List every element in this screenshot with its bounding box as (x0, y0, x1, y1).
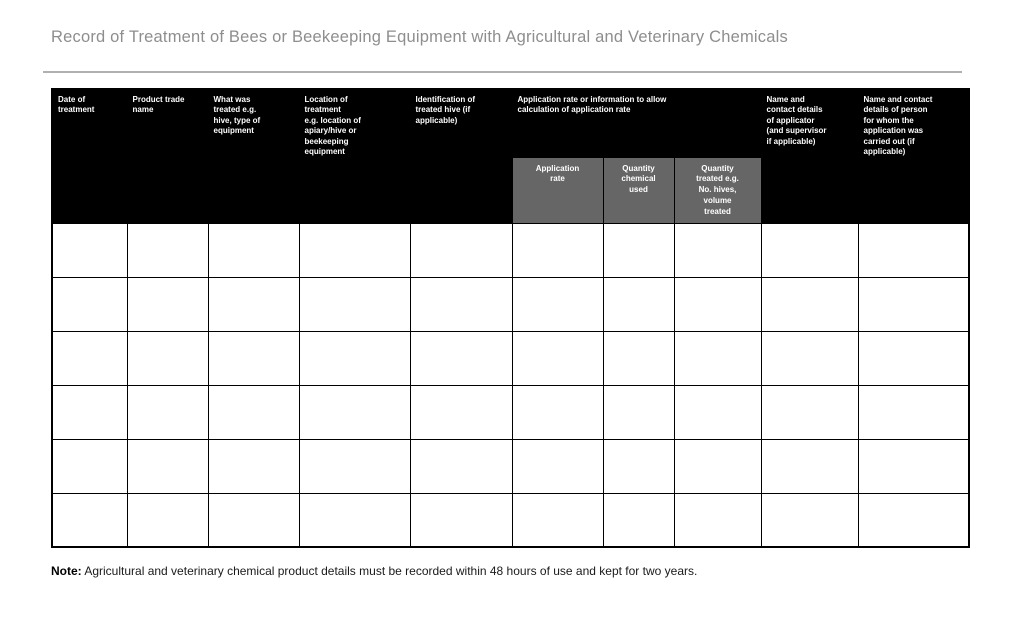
empty-record-cell (602, 330, 675, 386)
empty-record-cell (298, 276, 411, 332)
empty-record-cell (760, 384, 859, 440)
empty-record-cell (760, 492, 859, 548)
note-label: Note: (51, 564, 82, 578)
treatment-record-table: Date of treatment Product trade name Wha… (51, 88, 971, 548)
empty-record-cell (409, 492, 513, 548)
empty-record-cell (511, 276, 604, 332)
empty-record-cell (51, 384, 128, 440)
subcolumn-header-application-rate: Application rate (511, 156, 604, 224)
table-row (51, 384, 970, 440)
empty-record-cell (602, 222, 675, 278)
column-header-identification-of-treated-hive: Identification of treated hive (if appli… (409, 88, 513, 224)
empty-record-cell (511, 222, 604, 278)
empty-record-cell (207, 276, 300, 332)
empty-record-cell (857, 438, 970, 494)
column-header-client-details: Name and contact details of person for w… (857, 88, 970, 224)
empty-record-cell (857, 276, 970, 332)
table-row (51, 492, 970, 548)
empty-record-cell (409, 438, 513, 494)
empty-record-cell (207, 492, 300, 548)
empty-record-cell (511, 384, 604, 440)
column-header-date-of-treatment: Date of treatment (51, 88, 128, 224)
empty-record-cell (673, 222, 762, 278)
empty-record-cell (298, 492, 411, 548)
empty-record-cell (511, 330, 604, 386)
empty-record-cell (126, 222, 209, 278)
empty-record-cell (51, 492, 128, 548)
empty-record-cell (126, 276, 209, 332)
table-header: Date of treatment Product trade name Wha… (51, 88, 970, 224)
empty-record-cell (51, 222, 128, 278)
empty-record-cell (207, 438, 300, 494)
empty-record-cell (409, 276, 513, 332)
empty-record-cell (51, 438, 128, 494)
empty-record-cell (207, 384, 300, 440)
header-row-sub: Application rate Quantity chemical used … (52, 156, 969, 224)
column-header-applicator-details: Name and contact details of applicator (… (760, 88, 859, 224)
empty-record-cell (857, 492, 970, 548)
empty-record-cell (298, 384, 411, 440)
empty-record-cell (760, 276, 859, 332)
empty-record-cell (673, 384, 762, 440)
header-row-main: Date of treatment Product trade name Wha… (51, 88, 970, 224)
empty-record-cell (126, 330, 209, 386)
empty-record-cell (511, 492, 604, 548)
table-row (51, 438, 970, 494)
subcolumn-header-quantity-chemical-used: Quantity chemical used (602, 156, 675, 224)
empty-record-cell (298, 330, 411, 386)
empty-record-cell (673, 276, 762, 332)
empty-record-cell (673, 492, 762, 548)
empty-record-cell (126, 384, 209, 440)
column-header-application-rate-group: Application rate or information to allow… (511, 88, 762, 158)
subcolumn-header-quantity-treated: Quantity treated e.g. No. hives, volume … (673, 156, 762, 224)
empty-record-cell (409, 330, 513, 386)
empty-record-cell (51, 330, 128, 386)
note: Note: Agricultural and veterinary chemic… (51, 564, 697, 578)
empty-record-cell (760, 330, 859, 386)
table-body (51, 222, 970, 548)
empty-record-cell (602, 384, 675, 440)
empty-record-cell (126, 438, 209, 494)
empty-record-cell (760, 222, 859, 278)
empty-record-cell (673, 330, 762, 386)
table-row (51, 222, 970, 278)
empty-record-cell (602, 492, 675, 548)
empty-record-cell (857, 384, 970, 440)
table-row (51, 330, 970, 386)
page-title: Record of Treatment of Bees or Beekeepin… (51, 28, 788, 46)
empty-record-cell (857, 222, 970, 278)
empty-record-cell (51, 276, 128, 332)
empty-record-cell (207, 222, 300, 278)
empty-record-cell (409, 222, 513, 278)
empty-record-cell (511, 438, 604, 494)
table-row (51, 276, 970, 332)
empty-record-cell (673, 438, 762, 494)
column-header-what-was-treated: What was treated e.g. hive, type of equi… (207, 88, 300, 224)
empty-record-cell (409, 384, 513, 440)
note-text: Agricultural and veterinary chemical pro… (81, 564, 698, 578)
empty-record-cell (857, 330, 970, 386)
empty-record-cell (126, 492, 209, 548)
empty-record-cell (298, 438, 411, 494)
column-header-location-of-treatment: Location of treatment e.g. location of a… (298, 88, 411, 224)
empty-record-cell (602, 276, 675, 332)
empty-record-cell (298, 222, 411, 278)
title-divider (43, 71, 962, 73)
empty-record-cell (602, 438, 675, 494)
column-header-product-trade-name: Product trade name (126, 88, 209, 224)
empty-record-cell (760, 438, 859, 494)
empty-record-cell (207, 330, 300, 386)
